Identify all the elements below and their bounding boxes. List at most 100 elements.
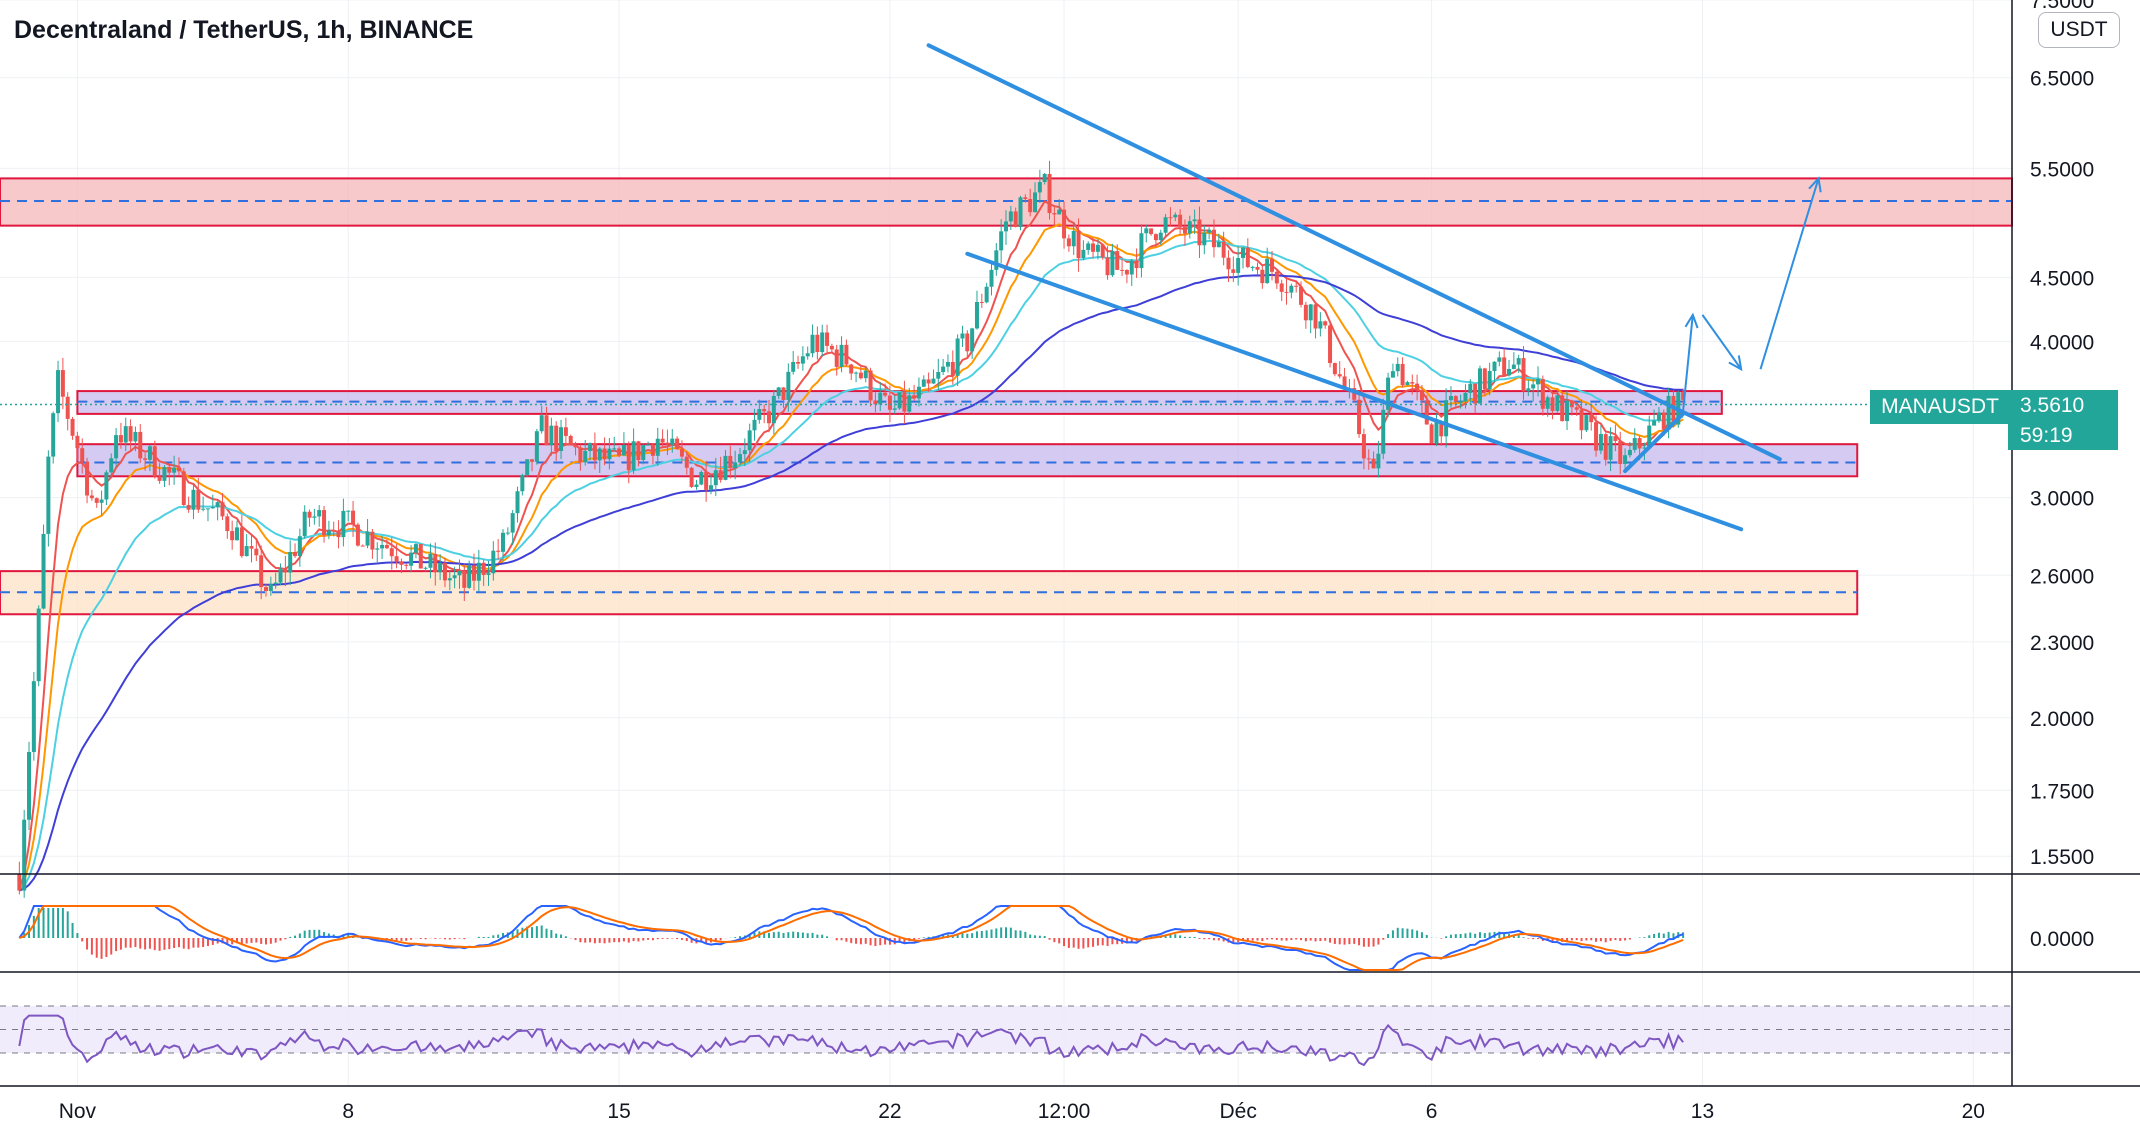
candle-body bbox=[1492, 361, 1497, 371]
candle-body bbox=[1187, 221, 1192, 234]
candle-body bbox=[167, 467, 172, 473]
candle-body bbox=[1386, 377, 1391, 410]
candle-body bbox=[563, 427, 568, 436]
rsi-pane bbox=[0, 1005, 2012, 1067]
trendlines bbox=[926, 43, 1782, 532]
candle-body bbox=[196, 489, 201, 510]
candle-body bbox=[249, 546, 254, 549]
candle-body bbox=[1149, 228, 1154, 235]
candle-body bbox=[172, 467, 177, 473]
price-tick-label: 7.5000 bbox=[2030, 0, 2094, 13]
candle-body bbox=[544, 415, 549, 446]
candle-body bbox=[974, 301, 979, 329]
candle-body bbox=[1352, 388, 1357, 400]
candle-body bbox=[781, 387, 786, 400]
candle-body bbox=[1033, 192, 1038, 213]
candle-body bbox=[1526, 388, 1531, 392]
candle-body bbox=[704, 472, 709, 490]
candle-body bbox=[863, 370, 868, 379]
candle-body bbox=[1260, 269, 1265, 284]
candle-body bbox=[1511, 364, 1516, 369]
candle-body bbox=[46, 456, 51, 534]
candle-body bbox=[157, 476, 162, 481]
candle-body bbox=[757, 409, 762, 420]
candle-body bbox=[56, 370, 61, 414]
candle-body bbox=[844, 344, 849, 365]
candle-body bbox=[723, 455, 728, 480]
candle-body bbox=[1250, 266, 1255, 268]
candle-body bbox=[1091, 243, 1096, 252]
candle-body bbox=[1168, 217, 1173, 219]
candle-body bbox=[752, 419, 757, 431]
candle-body bbox=[796, 361, 801, 364]
candle-body bbox=[1279, 283, 1284, 292]
candle-body bbox=[138, 431, 143, 459]
candle-body bbox=[950, 362, 955, 376]
candle-body bbox=[607, 448, 612, 460]
ema-slow-line bbox=[18, 239, 1684, 892]
candle-body bbox=[384, 544, 389, 549]
candle-body bbox=[1129, 260, 1134, 275]
candle-body bbox=[834, 349, 839, 367]
candle-body bbox=[873, 400, 878, 405]
candle-body bbox=[945, 362, 950, 367]
candle-body bbox=[530, 459, 535, 462]
price-tick-label: 2.3000 bbox=[2030, 632, 2094, 655]
candle-body bbox=[825, 332, 830, 346]
candle-body bbox=[1448, 396, 1453, 401]
candle-body bbox=[617, 448, 622, 456]
price-tick-label: 4.5000 bbox=[2030, 267, 2094, 290]
candle-body bbox=[1574, 407, 1579, 410]
bar-countdown: 59:19 bbox=[2020, 424, 2073, 447]
time-tick-label: Déc bbox=[1219, 1100, 1256, 1123]
candle-body bbox=[636, 441, 641, 461]
candle-body bbox=[1178, 214, 1183, 227]
candle-body bbox=[1057, 209, 1062, 215]
candle-body bbox=[979, 301, 984, 303]
candle-body bbox=[694, 484, 699, 487]
candle-body bbox=[665, 442, 670, 445]
time-tick-label: 6 bbox=[1426, 1100, 1438, 1123]
candle-body bbox=[1555, 395, 1560, 411]
candle-body bbox=[883, 392, 888, 396]
candle-body bbox=[892, 408, 897, 410]
candle-body bbox=[1018, 197, 1023, 228]
candle-body bbox=[467, 565, 472, 588]
candle-body bbox=[41, 533, 46, 609]
candle-body bbox=[1115, 251, 1120, 270]
price-tick-label: 2.6000 bbox=[2030, 565, 2094, 588]
candle-body bbox=[1642, 447, 1647, 449]
candle-body bbox=[858, 372, 863, 379]
candle-body bbox=[1037, 182, 1042, 193]
candle-body bbox=[921, 379, 926, 387]
candle-body bbox=[1439, 422, 1444, 437]
currency-selector[interactable]: USDT bbox=[2038, 12, 2120, 48]
ema-fast-line bbox=[18, 200, 1684, 891]
candle-body bbox=[631, 441, 636, 471]
candle-body bbox=[70, 418, 75, 436]
time-tick-label: 12:00 bbox=[1038, 1100, 1091, 1123]
candle-body bbox=[854, 372, 859, 374]
candle-body bbox=[1618, 441, 1623, 464]
candle-body bbox=[404, 564, 409, 566]
candle-body bbox=[1656, 412, 1661, 421]
candle-body bbox=[234, 527, 239, 541]
candle-body bbox=[230, 531, 235, 541]
candle-body bbox=[916, 386, 921, 399]
candle-body bbox=[225, 516, 230, 532]
candle-body bbox=[1453, 396, 1458, 402]
candle-body bbox=[1153, 234, 1158, 241]
candle-body bbox=[820, 332, 825, 353]
candle-body bbox=[1216, 241, 1221, 248]
candle-body bbox=[602, 448, 607, 460]
candle-body bbox=[1608, 436, 1613, 460]
candle-body bbox=[476, 562, 481, 581]
candle-body bbox=[646, 444, 651, 446]
candle-body bbox=[713, 470, 718, 486]
candle-body bbox=[1545, 397, 1550, 409]
candle-body bbox=[1211, 229, 1216, 248]
candle-body bbox=[1207, 229, 1212, 233]
candle-body bbox=[191, 489, 196, 510]
